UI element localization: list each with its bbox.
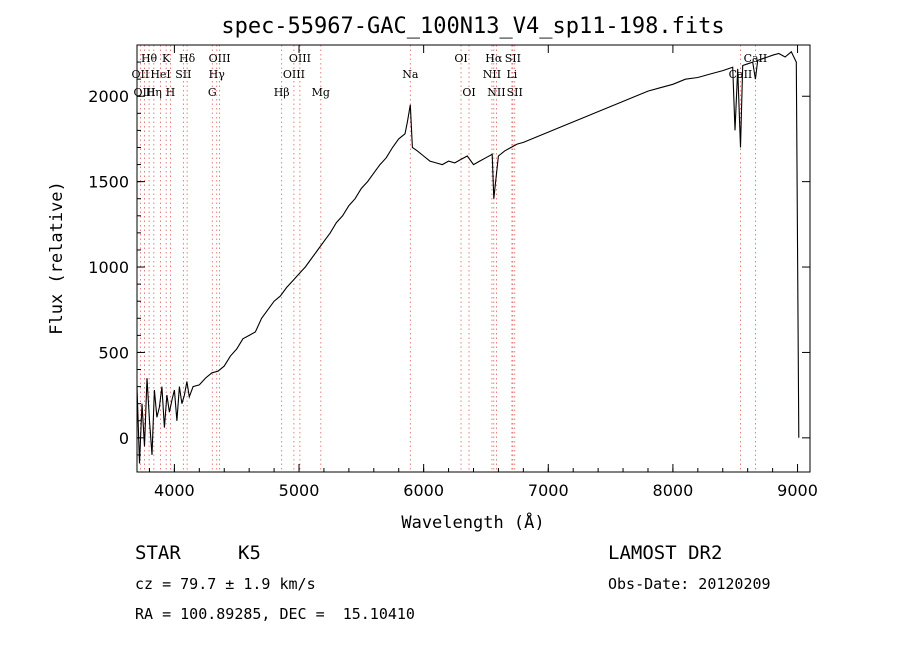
- spectral-line-label: K: [162, 52, 171, 65]
- spectral-line-label: Hβ: [274, 86, 290, 99]
- spectral-line-label: Hγ: [209, 68, 226, 81]
- x-tick-label: 4000: [154, 481, 195, 500]
- y-axis: 0 500 1000 1500 2000: [88, 44, 810, 456]
- spectral-line-label: G: [208, 86, 217, 99]
- y-tick-label: 1500: [88, 173, 129, 192]
- x-tick-label: 8000: [653, 481, 694, 500]
- spectral-line-label: Li: [506, 68, 517, 81]
- redshift-velocity: cz = 79.7 ± 1.9 km/s: [135, 575, 316, 593]
- x-tick-label: 5000: [279, 481, 320, 500]
- y-tick-label: 2000: [88, 87, 129, 106]
- y-tick-label: 0: [119, 429, 129, 448]
- spectral-line-label: OIII: [283, 68, 305, 81]
- spectral-line-label: HeI: [150, 68, 170, 81]
- observation-date: Obs-Date: 20120209: [608, 575, 771, 593]
- y-axis-label: Flux (relative): [47, 181, 67, 335]
- y-tick-label: 500: [98, 343, 129, 362]
- spectral-line-label: Hη: [146, 86, 162, 99]
- x-tick-label: 9000: [777, 481, 818, 500]
- spectral-line-label: SII: [507, 86, 523, 99]
- spectral-line-label: NII: [487, 86, 505, 99]
- x-tick-label: 6000: [403, 481, 444, 500]
- spectral-line-label: CaII: [729, 68, 753, 81]
- chart-title: spec-55967-GAC_100N13_V4_sp11-198.fits: [221, 14, 724, 39]
- spectral-line-label: CaII: [744, 52, 768, 65]
- spectral-line-label: Hδ: [179, 52, 196, 65]
- object-class: STAR: [135, 542, 181, 564]
- x-axis: 4000 5000 6000 7000 8000 9000: [148, 45, 818, 500]
- x-axis-label: Wavelength (Å): [401, 511, 544, 533]
- spectral-line-label: Na: [402, 68, 419, 81]
- spectral-line-label: OIII: [289, 52, 311, 65]
- spectral-line-label: OIII: [209, 52, 231, 65]
- y-tick-label: 1000: [88, 258, 129, 277]
- spectral-line-label: Hθ: [141, 52, 158, 65]
- spectral-line-markers: [139, 45, 756, 472]
- object-subclass: K5: [238, 542, 261, 564]
- spectral-line-label: SII: [505, 52, 521, 65]
- plot-frame: [136, 44, 811, 473]
- spectral-line-label: Mg: [312, 86, 330, 99]
- spectral-line-label: OII: [132, 68, 150, 81]
- spectral-line-label: OI: [454, 52, 467, 65]
- spectrum-line: [136, 50, 800, 464]
- spectral-line-label: NII: [483, 68, 501, 81]
- survey-name: LAMOST DR2: [608, 542, 723, 564]
- spectral-line-label: OIII: [133, 86, 155, 99]
- spectral-line-label: H: [166, 86, 176, 99]
- spectral-line-label: OI: [462, 86, 475, 99]
- spectral-line-label: Hα: [485, 52, 503, 65]
- coordinates: RA = 100.89285, DEC = 15.10410: [135, 605, 415, 623]
- spectral-line-label: SII: [175, 68, 191, 81]
- x-tick-label: 7000: [528, 481, 569, 500]
